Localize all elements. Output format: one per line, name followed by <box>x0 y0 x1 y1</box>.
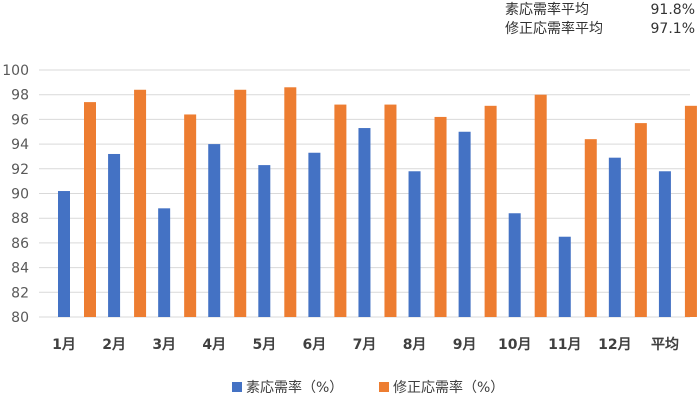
x-tick-label: 5月 <box>252 337 276 353</box>
legend: 素応需率（%） 修正応需率（%） <box>232 379 504 396</box>
x-tick-label: 8月 <box>403 337 427 353</box>
bar-raw-rate <box>258 165 271 317</box>
x-axis-tick-labels: 1月 2月 3月 4月 5月 6月 7月 8月 9月 10月 11月 12月 平均 <box>52 336 679 353</box>
summary-box: 素応需率平均 91.8% 修正応需率平均 97.1% <box>505 1 695 39</box>
bar-corrected-rate <box>434 116 447 318</box>
x-tick-label: 7月 <box>353 337 377 353</box>
bar-raw-rate <box>558 236 571 317</box>
y-axis-tick-labels: 80 82 84 86 88 90 92 94 96 98 100 <box>2 63 29 326</box>
bar-raw-rate <box>208 144 221 317</box>
bar-corrected-rate <box>284 87 297 317</box>
legend-swatch <box>232 382 242 392</box>
y-tick-label: 82 <box>11 285 29 301</box>
y-tick-label: 88 <box>11 211 29 227</box>
x-tick-label: 平均 <box>651 336 679 353</box>
bar-raw-rate <box>508 213 521 317</box>
y-tick-label: 96 <box>11 112 29 128</box>
bar-corrected-rate <box>134 89 147 317</box>
y-tick-label: 90 <box>11 187 29 203</box>
bar-corrected-rate <box>484 105 497 317</box>
bar-corrected-rate <box>534 94 547 317</box>
y-tick-label: 84 <box>11 261 29 277</box>
y-tick-label: 92 <box>11 162 29 178</box>
bar-corrected-rate <box>184 114 197 318</box>
y-tick-label: 94 <box>11 137 29 153</box>
x-tick-label: 10月 <box>498 337 531 353</box>
summary-label: 修正応需率平均 <box>505 21 603 37</box>
summary-row-raw: 素応需率平均 91.8% <box>505 1 695 20</box>
summary-row-corrected: 修正応需率平均 97.1% <box>505 20 695 39</box>
bar-corrected-rate <box>634 123 647 317</box>
bar-corrected-rate <box>384 104 397 317</box>
y-tick-label: 86 <box>11 236 29 252</box>
bar-corrected-rate <box>684 105 697 317</box>
bar-raw-rate <box>658 171 671 317</box>
bar-raw-rate <box>358 128 371 317</box>
x-tick-label: 1月 <box>52 337 76 353</box>
y-tick-label: 80 <box>11 310 29 326</box>
legend-label: 修正応需率（%） <box>393 379 504 396</box>
bars <box>58 87 697 318</box>
legend-swatch <box>379 382 389 392</box>
bar-corrected-rate <box>584 139 597 317</box>
x-tick-label: 4月 <box>202 337 226 353</box>
x-tick-label: 2月 <box>102 337 126 353</box>
summary-value: 91.8% <box>650 2 695 18</box>
summary-value: 97.1% <box>650 21 695 37</box>
bar-raw-rate <box>58 191 70 317</box>
bar-corrected-rate <box>84 102 96 317</box>
x-tick-label: 11月 <box>548 337 581 353</box>
y-tick-label: 100 <box>2 63 29 79</box>
x-tick-label: 9月 <box>453 337 477 353</box>
summary-label: 素応需率平均 <box>505 2 589 18</box>
y-tick-label: 98 <box>11 88 29 104</box>
bar-raw-rate <box>158 208 171 317</box>
bar-raw-rate <box>458 131 471 317</box>
x-tick-label: 12月 <box>598 337 631 353</box>
bar-corrected-rate <box>334 104 347 317</box>
bar-raw-rate <box>108 153 121 317</box>
bar-raw-rate <box>308 152 321 317</box>
bar-corrected-rate <box>234 89 247 317</box>
bar-raw-rate <box>608 157 621 317</box>
x-tick-label: 6月 <box>303 337 327 353</box>
legend-label: 素応需率（%） <box>246 379 343 396</box>
bar-raw-rate <box>408 171 421 317</box>
x-tick-label: 3月 <box>152 337 176 353</box>
